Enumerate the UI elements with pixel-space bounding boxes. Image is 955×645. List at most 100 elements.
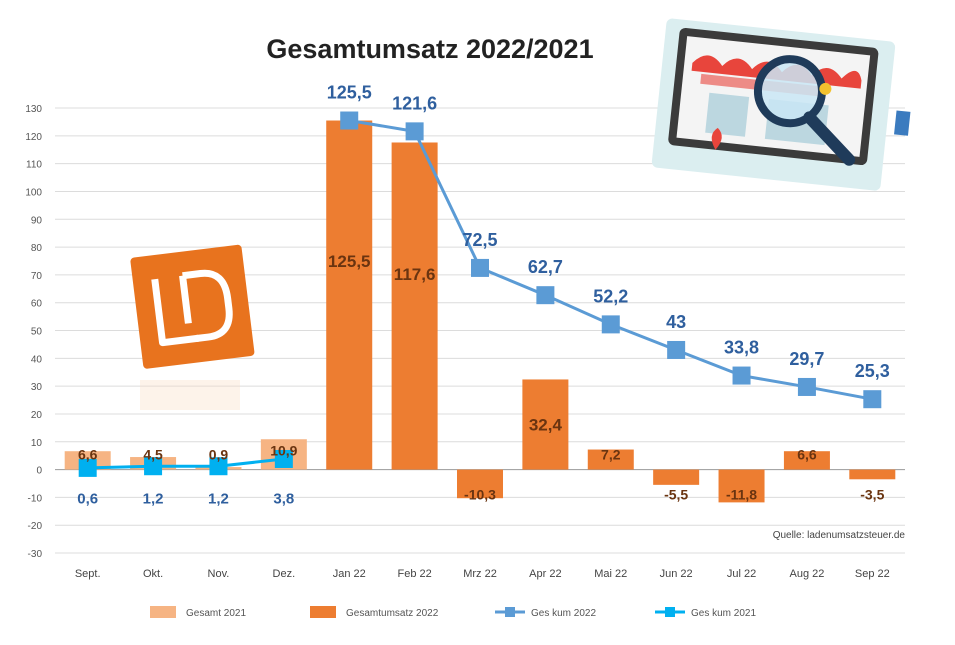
line-data-label: 29,7 <box>789 349 824 369</box>
legend-label: Ges kum 2021 <box>691 608 756 619</box>
bar <box>718 469 765 503</box>
line-point <box>667 340 686 359</box>
legend-label: Gesamtumsatz 2022 <box>346 608 439 619</box>
y-tick-label: 120 <box>25 132 42 143</box>
legend-swatch <box>310 606 336 618</box>
line-point <box>78 458 97 477</box>
line-data-label: 3,8 <box>273 491 294 508</box>
legend-swatch-marker <box>665 607 675 617</box>
bar-data-label: 0,9 <box>209 447 229 463</box>
store-magnifier-icon <box>651 18 911 191</box>
y-tick-label: 60 <box>31 299 43 310</box>
y-tick-label: -10 <box>28 493 43 504</box>
ld-logo-shadow <box>140 380 240 410</box>
line-point <box>732 366 751 385</box>
y-tick-label: 30 <box>31 382 43 393</box>
x-tick-label: Nov. <box>208 568 230 580</box>
line-data-label: 43 <box>666 312 686 332</box>
line-data-label: 0,6 <box>77 491 98 508</box>
bar <box>849 469 896 480</box>
ld-logo-icon <box>130 244 255 369</box>
bar <box>783 451 830 470</box>
line-data-label: 125,5 <box>327 83 372 103</box>
line-layer <box>78 111 882 477</box>
x-tick-label: Jan 22 <box>333 568 366 580</box>
line-point <box>209 457 228 476</box>
line-point <box>405 122 424 141</box>
line-point <box>471 258 489 277</box>
y-tick-label: 40 <box>31 354 43 365</box>
bar-data-label: 32,4 <box>529 416 563 435</box>
legend-swatch <box>150 606 176 618</box>
x-tick-label: Jun 22 <box>660 568 693 580</box>
legend-label: Ges kum 2022 <box>531 608 596 619</box>
bar-data-label: -5,5 <box>664 487 688 503</box>
line-data-label: 62,7 <box>528 257 563 277</box>
x-tick-label: Sept. <box>75 568 101 580</box>
line-data-label: 121,6 <box>392 93 437 113</box>
y-tick-label: 20 <box>31 410 43 421</box>
bar <box>391 142 438 470</box>
bar <box>587 449 634 470</box>
legend-label: Gesamt 2021 <box>186 608 246 619</box>
bar-data-label: -3,5 <box>860 487 884 503</box>
bar-data-label: 10,9 <box>270 443 297 459</box>
line-data-label: 72,5 <box>462 230 497 250</box>
x-tick-label: Jul 22 <box>727 568 756 580</box>
bar-data-label: -10,3 <box>464 487 496 503</box>
bar-data-label: 6,6 <box>78 447 98 463</box>
x-tick-label: Aug 22 <box>789 568 824 580</box>
bar <box>522 379 569 470</box>
bar-data-label: -11,8 <box>726 487 757 503</box>
bar <box>326 120 373 470</box>
y-tick-label: 90 <box>31 215 43 226</box>
bar <box>457 469 503 499</box>
x-tick-label: Feb 22 <box>397 568 431 580</box>
y-tick-label: 0 <box>36 466 42 477</box>
series-line <box>87 457 285 470</box>
y-tick-label: 130 <box>25 104 42 115</box>
source-note: Quelle: ladenumsatzsteuer.de <box>773 530 906 541</box>
bar-data-label: 4,5 <box>143 447 163 463</box>
y-tick-label: 100 <box>25 187 42 198</box>
line-data-label: 1,2 <box>208 491 229 508</box>
line-point <box>144 457 163 476</box>
bar-layer <box>64 120 896 503</box>
x-tick-label: Mai 22 <box>594 568 627 580</box>
line-data-label: 25,3 <box>855 361 890 381</box>
bar-data-label: 7,2 <box>601 447 621 463</box>
y-axis-ticks: -30 -20 -10 0 10 20 30 40 50 60 70 80 90 100 110 120 130 <box>25 104 42 560</box>
x-tick-label: Sep 22 <box>855 568 890 580</box>
data-label-layer: 6,6 4,5 0,9 10,9 125,5 117,6 -10,3 32,4 7,2 -5,5 -… <box>77 83 890 508</box>
line-point <box>536 286 555 305</box>
legend-swatch-marker <box>505 607 515 617</box>
line-point <box>274 449 293 468</box>
y-tick-label: 50 <box>31 327 43 338</box>
legend: Gesamt 2021 Gesamtumsatz 2022 Ges kum 2022… <box>150 606 756 619</box>
y-tick-label: 10 <box>31 438 43 449</box>
line-point <box>340 111 359 130</box>
x-tick-label: Apr 22 <box>529 568 561 580</box>
y-tick-label: 80 <box>31 243 43 254</box>
line-data-label: 52,2 <box>593 286 628 306</box>
line-data-label: 1,2 <box>143 491 164 508</box>
x-tick-label: Dez. <box>273 568 296 580</box>
y-tick-label: -20 <box>28 521 43 532</box>
y-tick-label: 110 <box>26 160 42 171</box>
x-tick-label: Okt. <box>143 568 163 580</box>
line-point <box>797 377 816 396</box>
y-tick-label: 70 <box>31 271 43 282</box>
y-tick-label: -30 <box>28 549 43 560</box>
x-axis-ticks: Sept. Okt. Nov. Dez. Jan 22 Feb 22 Mrz 22 Apr 2… <box>75 568 890 580</box>
bar-data-label: 125,5 <box>328 252 371 271</box>
x-tick-label: Mrz 22 <box>463 568 497 580</box>
bar <box>653 469 700 485</box>
line-point <box>863 390 882 409</box>
line-point <box>601 315 620 334</box>
bar-data-label: 6,6 <box>797 447 817 463</box>
bar-data-label: 117,6 <box>394 265 436 284</box>
chart-title: Gesamtumsatz 2022/2021 <box>266 34 593 64</box>
line-data-label: 33,8 <box>724 338 759 358</box>
